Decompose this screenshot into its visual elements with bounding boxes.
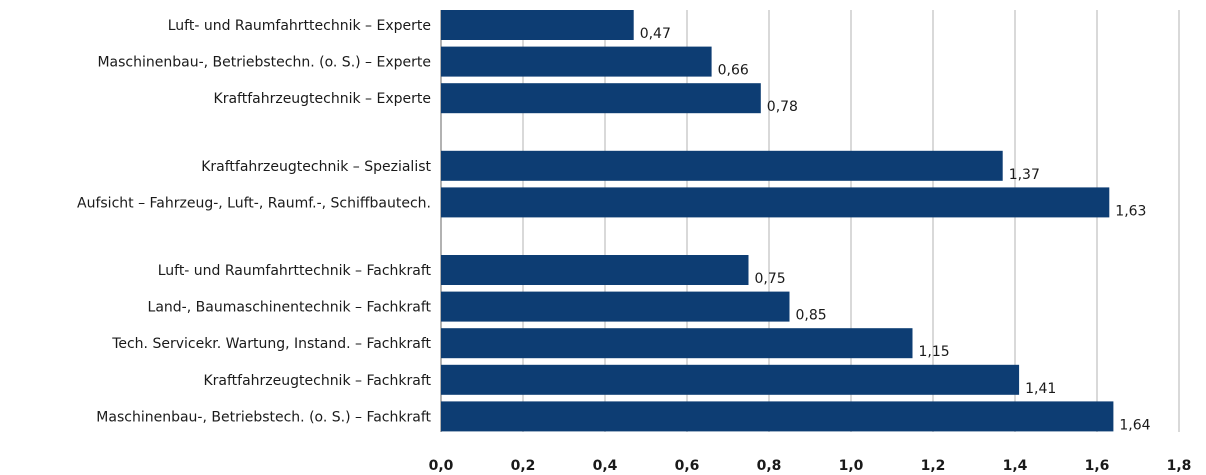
x-tick-label: 0,6 bbox=[675, 458, 700, 474]
bar bbox=[441, 291, 790, 322]
x-tick-label: 1,8 bbox=[1167, 458, 1192, 474]
category-label: Kraftfahrzeugtechnik – Experte bbox=[214, 91, 431, 107]
x-tick-label: 0,4 bbox=[593, 458, 618, 474]
x-tick-label: 0,8 bbox=[757, 458, 782, 474]
x-tick-label: 0,2 bbox=[511, 458, 536, 474]
value-label: 1,15 bbox=[919, 344, 950, 360]
value-label: 0,75 bbox=[755, 271, 786, 287]
category-labels: Luft- und Raumfahrttechnik – Experte Masc… bbox=[77, 18, 432, 425]
category-label: Luft- und Raumfahrttechnik – Experte bbox=[168, 18, 431, 34]
category-label: Maschinenbau-, Betriebstech. (o. S.) – F… bbox=[96, 409, 431, 425]
bar bbox=[441, 187, 1110, 218]
value-label: 1,63 bbox=[1115, 203, 1146, 219]
category-label: Kraftfahrzeugtechnik – Spezialist bbox=[201, 159, 431, 175]
bar bbox=[441, 255, 749, 285]
bar bbox=[441, 364, 1020, 395]
x-tick-label: 1,6 bbox=[1085, 458, 1110, 474]
value-labels: 0,47 0,66 0,78 1,37 1,63 0,75 0,85 1,15 1,41 1,64 bbox=[640, 26, 1151, 433]
value-label: 0,85 bbox=[796, 308, 827, 324]
value-label: 1,41 bbox=[1025, 381, 1056, 397]
bar bbox=[441, 328, 913, 359]
x-tick-label: 1,0 bbox=[839, 458, 864, 474]
x-tick-label: 1,2 bbox=[921, 458, 946, 474]
x-tick-label: 1,4 bbox=[1003, 458, 1028, 474]
bar bbox=[441, 10, 634, 40]
bar bbox=[441, 401, 1114, 432]
category-label: Tech. Servicekr. Wartung, Instand. – Fac… bbox=[111, 336, 431, 352]
value-label: 1,64 bbox=[1119, 417, 1150, 433]
category-label: Land-, Baumaschinentechnik – Fachkraft bbox=[148, 300, 432, 316]
bar bbox=[441, 46, 712, 77]
gridlines bbox=[440, 10, 1180, 432]
value-label: 0,78 bbox=[767, 99, 798, 115]
x-axis-ticks: 0,0 0,2 0,4 0,6 0,8 1,0 1,2 1,4 1,6 1,8 bbox=[429, 458, 1192, 474]
bar bbox=[441, 150, 1003, 181]
value-label: 0,66 bbox=[718, 63, 749, 79]
category-label: Kraftfahrzeugtechnik – Fachkraft bbox=[203, 373, 431, 389]
bar bbox=[441, 83, 761, 114]
category-label: Maschinenbau-, Betriebstechn. (o. S.) – … bbox=[97, 55, 431, 71]
x-tick-label: 0,0 bbox=[429, 458, 454, 474]
value-label: 0,47 bbox=[640, 26, 671, 42]
value-label: 1,37 bbox=[1009, 167, 1040, 183]
bars bbox=[441, 10, 1114, 432]
category-label: Aufsicht – Fahrzeug-, Luft-, Raumf.-, Sc… bbox=[77, 195, 431, 211]
category-label: Luft- und Raumfahrttechnik – Fachkraft bbox=[158, 263, 432, 279]
